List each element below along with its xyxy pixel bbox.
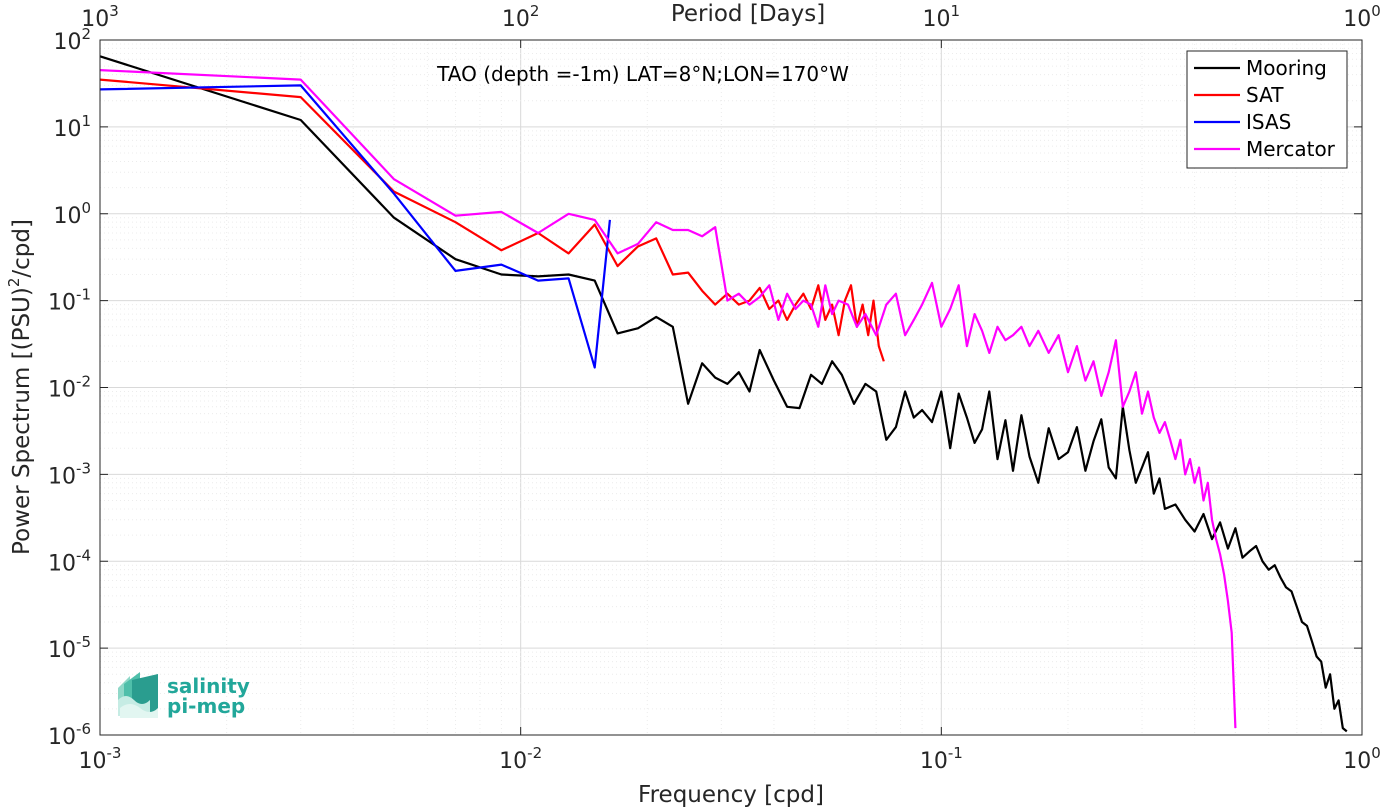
salinity-pi-mep-logo: salinity pi-mep: [118, 672, 250, 718]
x-axis-label: Frequency [cpd]: [638, 782, 824, 808]
series-line-mercator: [99, 69, 1237, 729]
logo-text-pi-mep: pi-mep: [167, 694, 245, 718]
tick-marks: [99, 39, 1363, 736]
series-line-isas: [99, 84, 611, 369]
y-tick-labels: 10-6 10-5 10-4 10-3 10-2 10-1 100 101 102: [48, 25, 91, 750]
legend-label-sat: SAT: [1246, 83, 1284, 107]
legend: Mooring SAT ISAS Mercator: [1186, 50, 1348, 169]
legend-label-mercator: Mercator: [1246, 137, 1336, 161]
y-tick-label: 102: [53, 25, 91, 55]
x-tick-label: 100: [1343, 744, 1381, 774]
x-tick-label: 10-2: [499, 744, 542, 774]
y-tick-label: 10-2: [48, 373, 91, 403]
legend-label-mooring: Mooring: [1246, 56, 1327, 80]
y-tick-label: 10-1: [48, 286, 91, 316]
y-tick-label: 10-3: [48, 459, 91, 489]
top-tick-labels: 103 102 101 100: [81, 2, 1381, 32]
chart-title: TAO (depth =-1m) LAT=8°N;LON=170°W: [436, 62, 849, 86]
x-tick-labels: 10-3 10-2 10-1 100: [79, 744, 1381, 774]
x-tick-label: 10-1: [920, 744, 963, 774]
top-tick-label: 102: [502, 2, 540, 32]
top-axis-label: Period [Days]: [671, 1, 825, 27]
y-axis-label: Power Spectrum [(PSU)2/cpd]: [5, 219, 35, 555]
y-tick-label: 10-5: [48, 633, 91, 663]
legend-label-isas: ISAS: [1246, 110, 1291, 134]
series-line-mooring: [99, 55, 1348, 733]
x-tick-label: 10-3: [79, 744, 122, 774]
logo-text-salinity: salinity: [167, 674, 250, 698]
y-tick-label: 100: [53, 199, 91, 229]
top-tick-label: 100: [1343, 2, 1381, 32]
top-tick-label: 101: [923, 2, 961, 32]
y-tick-label: 101: [53, 112, 91, 142]
y-tick-label: 10-4: [48, 546, 91, 576]
series-lines: [99, 55, 1348, 733]
series-line-sat: [99, 78, 885, 362]
top-tick-label: 103: [81, 2, 119, 32]
y-tick-label: 10-6: [48, 720, 91, 750]
logo-wave-icon: [118, 672, 158, 718]
